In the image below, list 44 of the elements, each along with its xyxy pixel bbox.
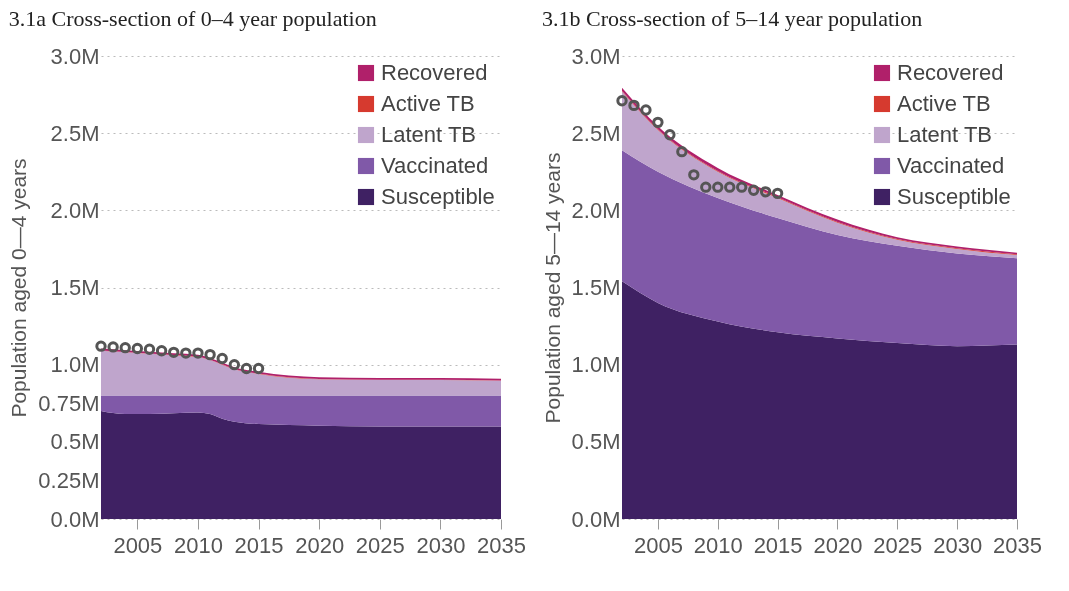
y-tick-label: 1.5M (571, 275, 621, 300)
y-axis-title: Population aged 5—14 years (540, 152, 564, 424)
x-tick-label: 2020 (813, 532, 863, 558)
y-tick-label: 2.5M (50, 120, 100, 146)
legend-label: Recovered (381, 60, 488, 85)
y-tick-label: 0.5M (571, 429, 621, 455)
y-tick-label: 1.5M (50, 275, 100, 300)
x-tick-label: 2035 (993, 532, 1042, 558)
y-tick-label: 2.0M (571, 197, 621, 223)
x-tick-label: 2025 (873, 532, 923, 558)
y-axis-title: Population aged 0—4 years (7, 158, 31, 418)
y-tick-label: 0.25M (38, 467, 100, 493)
x-tick-label: 2020 (295, 532, 345, 558)
x-tick-label: 2005 (633, 532, 683, 558)
x-tick-label: 2030 (416, 532, 466, 558)
x-tick-label: 2030 (933, 532, 983, 558)
legend-label: Active TB (897, 91, 991, 116)
legend-label: Vaccinated (897, 153, 1005, 178)
legend-label: Active TB (381, 91, 475, 116)
y-tick-label: 3.0M (571, 43, 621, 69)
legend-label: Susceptible (381, 184, 495, 209)
x-tick-label: 2035 (477, 532, 526, 558)
y-tick-label: 0.0M (50, 506, 100, 532)
legend-label: Recovered (897, 60, 1004, 85)
y-tick-label: 0.0M (571, 506, 621, 532)
x-tick-label: 2010 (693, 532, 743, 558)
x-tick-label: 2015 (753, 532, 803, 558)
legend-label: Susceptible (897, 184, 1011, 209)
y-tick-label: 1.0M (50, 352, 100, 378)
x-tick-label: 2010 (173, 532, 223, 558)
legend-label: Latent TB (381, 122, 476, 147)
y-tick-label: 2.0M (50, 197, 100, 223)
y-tick-label: 0.75M (38, 390, 100, 416)
legend-label: Vaccinated (381, 153, 489, 178)
chart-title: 3.1b Cross-section of 5–14 year population (542, 6, 923, 31)
chart-title: 3.1a Cross-section of 0–4 year population (8, 6, 377, 31)
y-tick-label: 0.5M (50, 429, 100, 455)
y-tick-label: 2.5M (571, 120, 621, 146)
x-tick-label: 2025 (355, 532, 405, 558)
x-tick-label: 2005 (113, 532, 163, 558)
y-tick-label: 3.0M (50, 43, 100, 69)
y-tick-label: 1.0M (571, 352, 621, 378)
x-tick-label: 2015 (234, 532, 284, 558)
legend-label: Latent TB (897, 122, 992, 147)
